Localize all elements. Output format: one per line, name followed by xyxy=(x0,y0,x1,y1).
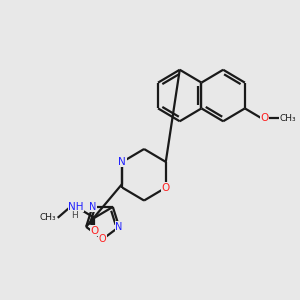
Text: N: N xyxy=(116,222,123,232)
Text: CH₃: CH₃ xyxy=(280,114,296,123)
Text: O: O xyxy=(99,234,106,244)
Text: O: O xyxy=(260,113,268,123)
Text: N: N xyxy=(118,157,126,167)
Text: N: N xyxy=(89,202,96,212)
Text: H: H xyxy=(71,211,77,220)
Text: O: O xyxy=(90,226,99,236)
Text: O: O xyxy=(162,183,170,193)
Text: NH: NH xyxy=(68,202,84,212)
Text: CH₃: CH₃ xyxy=(39,213,56,222)
